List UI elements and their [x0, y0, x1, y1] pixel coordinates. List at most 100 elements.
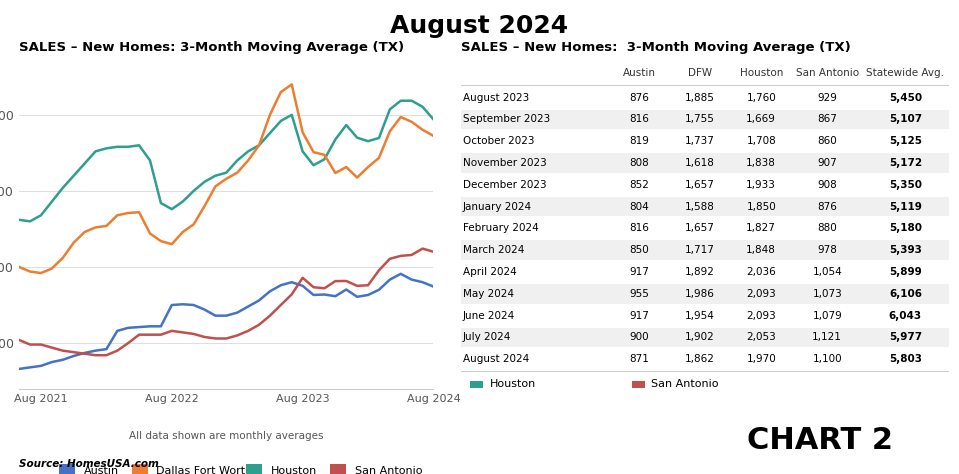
FancyBboxPatch shape: [460, 219, 949, 238]
Text: 1,669: 1,669: [746, 114, 776, 124]
Text: 5,450: 5,450: [889, 92, 922, 102]
FancyBboxPatch shape: [460, 240, 949, 260]
Text: 816: 816: [629, 223, 649, 233]
Text: 816: 816: [629, 114, 649, 124]
Text: Houston: Houston: [490, 379, 536, 389]
FancyBboxPatch shape: [460, 328, 949, 347]
Text: 1,986: 1,986: [685, 289, 715, 299]
Text: 907: 907: [817, 158, 837, 168]
Text: 819: 819: [629, 136, 649, 146]
FancyBboxPatch shape: [460, 153, 949, 173]
Text: 876: 876: [629, 92, 649, 102]
Text: 1,100: 1,100: [812, 354, 842, 364]
Text: 900: 900: [629, 332, 649, 342]
Text: 867: 867: [817, 114, 837, 124]
Text: 1,079: 1,079: [812, 310, 842, 320]
Text: February 2024: February 2024: [463, 223, 539, 233]
Text: August 2024: August 2024: [390, 14, 569, 38]
Text: 880: 880: [817, 223, 837, 233]
Text: 929: 929: [817, 92, 837, 102]
Text: 1,954: 1,954: [685, 310, 715, 320]
FancyBboxPatch shape: [632, 381, 644, 388]
Text: 908: 908: [817, 180, 837, 190]
Legend: Houston, San Antonio: Houston, San Antonio: [242, 459, 427, 474]
Text: 2,093: 2,093: [746, 310, 776, 320]
Text: 5,393: 5,393: [889, 245, 922, 255]
Text: 1,708: 1,708: [746, 136, 776, 146]
Text: Source: HomesUSA.com: Source: HomesUSA.com: [19, 459, 159, 469]
Text: January 2024: January 2024: [463, 201, 532, 211]
Text: 871: 871: [629, 354, 649, 364]
Text: 5,107: 5,107: [889, 114, 922, 124]
Text: 1,902: 1,902: [686, 332, 715, 342]
Text: 5,350: 5,350: [889, 180, 922, 190]
FancyBboxPatch shape: [460, 88, 949, 108]
Text: August 2023: August 2023: [463, 92, 529, 102]
Text: 1,970: 1,970: [746, 354, 776, 364]
Text: 1,933: 1,933: [746, 180, 776, 190]
Text: SALES – New Homes: 3-Month Moving Average (TX): SALES – New Homes: 3-Month Moving Averag…: [19, 40, 405, 54]
Text: June 2024: June 2024: [463, 310, 515, 320]
Text: 1,737: 1,737: [685, 136, 715, 146]
Text: 850: 850: [629, 245, 649, 255]
Text: 1,657: 1,657: [685, 223, 715, 233]
Text: 5,977: 5,977: [889, 332, 922, 342]
FancyBboxPatch shape: [460, 284, 949, 304]
Text: 917: 917: [629, 267, 649, 277]
Text: 1,073: 1,073: [812, 289, 842, 299]
Text: September 2023: September 2023: [463, 114, 550, 124]
Text: April 2024: April 2024: [463, 267, 517, 277]
Text: 1,618: 1,618: [685, 158, 715, 168]
Text: 917: 917: [629, 310, 649, 320]
Text: 804: 804: [629, 201, 649, 211]
FancyBboxPatch shape: [460, 197, 949, 217]
Text: 1,892: 1,892: [685, 267, 715, 277]
Text: 860: 860: [817, 136, 837, 146]
Text: All data shown are monthly averages: All data shown are monthly averages: [129, 431, 323, 441]
Text: 1,588: 1,588: [685, 201, 715, 211]
Text: 1,054: 1,054: [812, 267, 842, 277]
Text: 5,180: 5,180: [889, 223, 922, 233]
FancyBboxPatch shape: [460, 306, 949, 326]
FancyBboxPatch shape: [460, 175, 949, 195]
Text: 5,172: 5,172: [889, 158, 922, 168]
Text: October 2023: October 2023: [463, 136, 534, 146]
Text: San Antonio: San Antonio: [796, 67, 858, 78]
Text: 1,755: 1,755: [685, 114, 715, 124]
Text: 2,053: 2,053: [746, 332, 776, 342]
Text: 2,093: 2,093: [746, 289, 776, 299]
Text: 5,125: 5,125: [889, 136, 922, 146]
Text: Statewide Avg.: Statewide Avg.: [866, 67, 945, 78]
Text: July 2024: July 2024: [463, 332, 511, 342]
Text: 876: 876: [817, 201, 837, 211]
FancyBboxPatch shape: [460, 131, 949, 151]
Text: 1,827: 1,827: [746, 223, 776, 233]
Text: DFW: DFW: [688, 67, 713, 78]
Text: 5,119: 5,119: [889, 201, 922, 211]
Text: 1,838: 1,838: [746, 158, 776, 168]
Text: 1,717: 1,717: [685, 245, 715, 255]
Text: 978: 978: [817, 245, 837, 255]
Text: August 2024: August 2024: [463, 354, 529, 364]
Text: 1,850: 1,850: [746, 201, 776, 211]
Text: 1,848: 1,848: [746, 245, 776, 255]
Text: 852: 852: [629, 180, 649, 190]
Text: Austin: Austin: [622, 67, 656, 78]
FancyBboxPatch shape: [470, 381, 483, 388]
Text: 6,043: 6,043: [889, 310, 922, 320]
FancyBboxPatch shape: [460, 349, 949, 369]
Text: SALES – New Homes:  3-Month Moving Average (TX): SALES – New Homes: 3-Month Moving Averag…: [460, 40, 851, 54]
Text: November 2023: November 2023: [463, 158, 547, 168]
Text: 955: 955: [629, 289, 649, 299]
Text: 1,760: 1,760: [746, 92, 776, 102]
Text: 808: 808: [629, 158, 649, 168]
Text: 2,036: 2,036: [746, 267, 776, 277]
Text: March 2024: March 2024: [463, 245, 525, 255]
Text: CHART 2: CHART 2: [747, 426, 893, 456]
Text: 5,899: 5,899: [889, 267, 922, 277]
FancyBboxPatch shape: [460, 109, 949, 129]
Text: 1,657: 1,657: [685, 180, 715, 190]
Text: 1,121: 1,121: [812, 332, 842, 342]
Text: Houston: Houston: [739, 67, 783, 78]
Text: December 2023: December 2023: [463, 180, 547, 190]
